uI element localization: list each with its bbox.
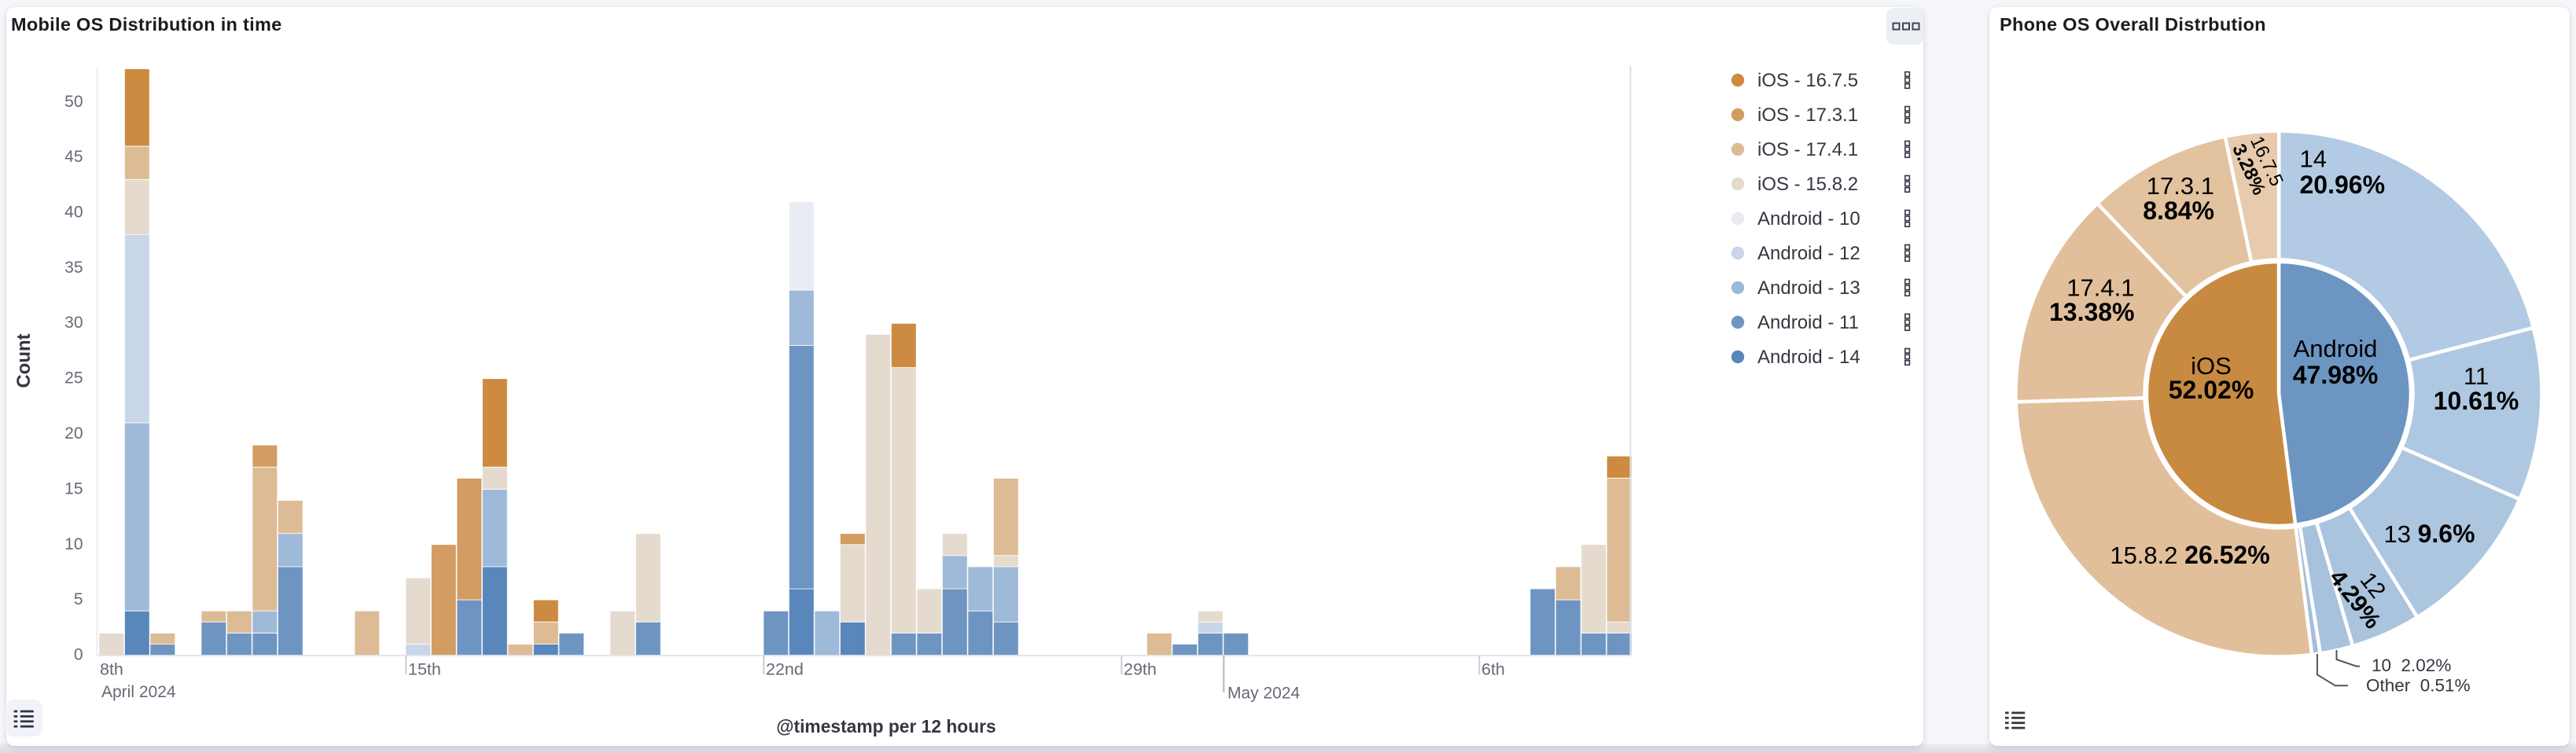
svg-text:0: 0 [74,646,83,664]
svg-text:@timestamp per 12 hours: @timestamp per 12 hours [776,716,995,736]
svg-text:8.84%: 8.84% [2143,197,2214,225]
svg-text:20: 20 [64,424,83,443]
svg-text:iOS - 17.3.1: iOS - 17.3.1 [1757,105,1858,126]
svg-text:iOS - 17.4.1: iOS - 17.4.1 [1757,139,1858,160]
svg-text:8th: 8th [100,660,123,679]
svg-text:15.8.2 26.52%: 15.8.2 26.52% [2110,541,2269,569]
svg-text:25: 25 [64,369,83,388]
svg-text:30: 30 [64,314,83,332]
svg-text:Android - 11: Android - 11 [1757,312,1859,333]
svg-text:iOS - 15.8.2: iOS - 15.8.2 [1757,174,1858,195]
svg-text:10 2.02%: 10 2.02% [2372,656,2451,675]
svg-text:Android: Android [2294,335,2378,362]
svg-text:11: 11 [2464,362,2489,390]
svg-text:14: 14 [2300,145,2327,173]
svg-text:10.61%: 10.61% [2434,387,2519,415]
svg-text:47.98%: 47.98% [2293,361,2379,389]
svg-text:Other 0.51%: Other 0.51% [2366,676,2471,696]
svg-text:35: 35 [64,259,83,277]
svg-text:Android - 10: Android - 10 [1757,208,1860,230]
svg-text:10: 10 [64,535,83,553]
svg-text:Android - 14: Android - 14 [1757,347,1860,368]
svg-text:50: 50 [64,93,83,111]
svg-text:Android - 13: Android - 13 [1757,277,1860,299]
svg-text:13.38%: 13.38% [2049,298,2135,326]
svg-text:17.4.1: 17.4.1 [2066,274,2134,302]
svg-text:20.96%: 20.96% [2300,171,2386,199]
svg-text:Android - 12: Android - 12 [1757,243,1860,264]
svg-text:6th: 6th [1481,660,1505,679]
svg-text:iOS - 16.7.5: iOS - 16.7.5 [1757,70,1858,91]
svg-text:15th: 15th [408,660,441,679]
svg-text:April 2024: April 2024 [101,683,176,701]
svg-text:15: 15 [64,479,83,498]
svg-text:May 2024: May 2024 [1227,685,1301,703]
svg-text:52.02%: 52.02% [2169,376,2254,404]
svg-text:17.3.1: 17.3.1 [2147,172,2214,200]
svg-text:5: 5 [74,590,83,608]
svg-text:40: 40 [64,204,83,222]
svg-text:Count: Count [13,333,35,388]
svg-text:29th: 29th [1124,660,1157,679]
svg-text:45: 45 [64,148,83,166]
svg-text:22nd: 22nd [766,660,804,679]
svg-text:13 9.6%: 13 9.6% [2383,520,2475,548]
svg-text:iOS: iOS [2191,352,2232,380]
